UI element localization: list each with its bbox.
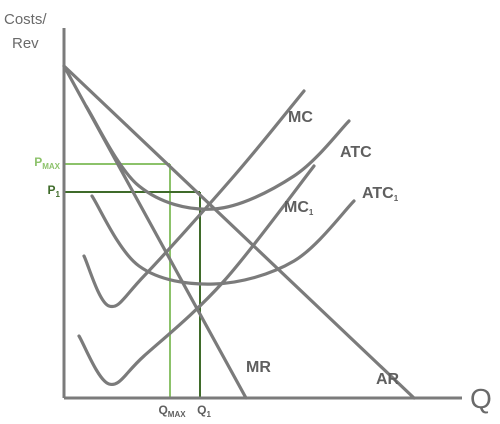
atc-1-curve xyxy=(90,194,356,286)
p-1-quantity-label: Q1 xyxy=(197,403,211,419)
x-axis-title: Q xyxy=(470,383,492,414)
p-max-price-label: PMAX xyxy=(34,155,60,171)
atc-1-label: ATC1 xyxy=(362,185,399,203)
p-max-quantity-label: QMAX xyxy=(158,403,186,419)
mc-label: MC xyxy=(288,109,313,126)
curves xyxy=(62,64,416,400)
labels: AR MR MC ATC MC1 ATC1 PMAX QMAX P1 Q1 xyxy=(34,109,399,419)
ar-label: AR xyxy=(376,371,400,388)
mc-1-label: MC1 xyxy=(284,199,314,217)
atc-label: ATC xyxy=(340,144,372,161)
mc-1-curve xyxy=(77,164,316,387)
mc-curve xyxy=(82,89,306,309)
y-axis-title-line1: Costs/ xyxy=(4,11,47,28)
p-1-price-label: P1 xyxy=(48,183,61,199)
ar-curve xyxy=(62,64,416,400)
atc-curve xyxy=(84,104,351,211)
mr-label: MR xyxy=(246,359,271,376)
y-axis-title-line2: Rev xyxy=(12,35,39,52)
